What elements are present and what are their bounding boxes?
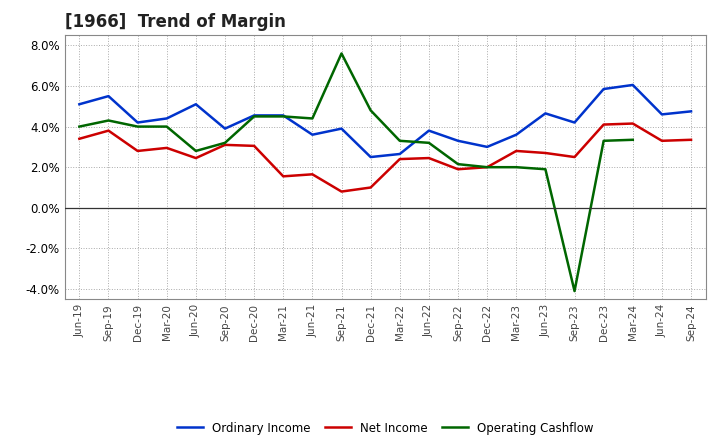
Ordinary Income: [454, 138, 462, 143]
Ordinary Income: [570, 120, 579, 125]
Net Income: [425, 155, 433, 161]
Net Income: [366, 185, 375, 190]
Net Income: [454, 167, 462, 172]
Net Income: [250, 143, 258, 149]
Operating Cashflow: [163, 124, 171, 129]
Operating Cashflow: [308, 116, 317, 121]
Net Income: [104, 128, 113, 133]
Operating Cashflow: [104, 118, 113, 123]
Net Income: [192, 155, 200, 161]
Operating Cashflow: [541, 167, 550, 172]
Ordinary Income: [308, 132, 317, 137]
Ordinary Income: [75, 102, 84, 107]
Ordinary Income: [541, 111, 550, 116]
Net Income: [163, 145, 171, 150]
Operating Cashflow: [279, 114, 287, 119]
Legend: Ordinary Income, Net Income, Operating Cashflow: Ordinary Income, Net Income, Operating C…: [171, 416, 600, 440]
Ordinary Income: [687, 109, 696, 114]
Ordinary Income: [250, 113, 258, 118]
Net Income: [308, 172, 317, 177]
Ordinary Income: [279, 113, 287, 118]
Operating Cashflow: [133, 124, 142, 129]
Net Income: [657, 138, 666, 143]
Ordinary Income: [483, 144, 492, 150]
Ordinary Income: [425, 128, 433, 133]
Operating Cashflow: [454, 161, 462, 167]
Operating Cashflow: [192, 148, 200, 154]
Ordinary Income: [220, 126, 229, 131]
Line: Operating Cashflow: Operating Cashflow: [79, 54, 633, 291]
Ordinary Income: [192, 102, 200, 107]
Operating Cashflow: [75, 124, 84, 129]
Ordinary Income: [657, 112, 666, 117]
Net Income: [541, 150, 550, 156]
Net Income: [687, 137, 696, 143]
Operating Cashflow: [570, 289, 579, 294]
Net Income: [337, 189, 346, 194]
Operating Cashflow: [366, 108, 375, 113]
Line: Net Income: Net Income: [79, 124, 691, 191]
Ordinary Income: [366, 154, 375, 160]
Ordinary Income: [337, 126, 346, 131]
Operating Cashflow: [425, 140, 433, 146]
Ordinary Income: [599, 86, 608, 92]
Ordinary Income: [104, 93, 113, 99]
Operating Cashflow: [250, 114, 258, 119]
Operating Cashflow: [220, 140, 229, 146]
Ordinary Income: [163, 116, 171, 121]
Operating Cashflow: [483, 165, 492, 170]
Text: [1966]  Trend of Margin: [1966] Trend of Margin: [65, 13, 286, 31]
Net Income: [75, 136, 84, 141]
Ordinary Income: [512, 132, 521, 137]
Net Income: [483, 165, 492, 170]
Net Income: [570, 154, 579, 160]
Ordinary Income: [629, 82, 637, 88]
Net Income: [599, 122, 608, 127]
Net Income: [133, 148, 142, 154]
Net Income: [220, 142, 229, 147]
Ordinary Income: [395, 151, 404, 157]
Operating Cashflow: [512, 165, 521, 170]
Operating Cashflow: [395, 138, 404, 143]
Net Income: [512, 148, 521, 154]
Operating Cashflow: [599, 138, 608, 143]
Net Income: [629, 121, 637, 126]
Line: Ordinary Income: Ordinary Income: [79, 85, 691, 157]
Net Income: [395, 157, 404, 162]
Operating Cashflow: [629, 137, 637, 143]
Net Income: [279, 174, 287, 179]
Operating Cashflow: [337, 51, 346, 56]
Ordinary Income: [133, 120, 142, 125]
